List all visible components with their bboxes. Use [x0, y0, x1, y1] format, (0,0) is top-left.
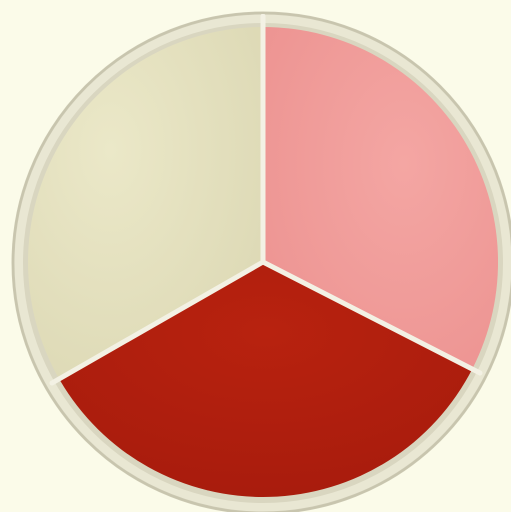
- divider-left: [49, 259, 266, 386]
- cream-agar-section: [28, 27, 264, 380]
- dividers: [49, 13, 483, 386]
- divider-right: [260, 259, 483, 376]
- dish-edge: [12, 12, 511, 512]
- pink-agar-section: [263, 27, 499, 369]
